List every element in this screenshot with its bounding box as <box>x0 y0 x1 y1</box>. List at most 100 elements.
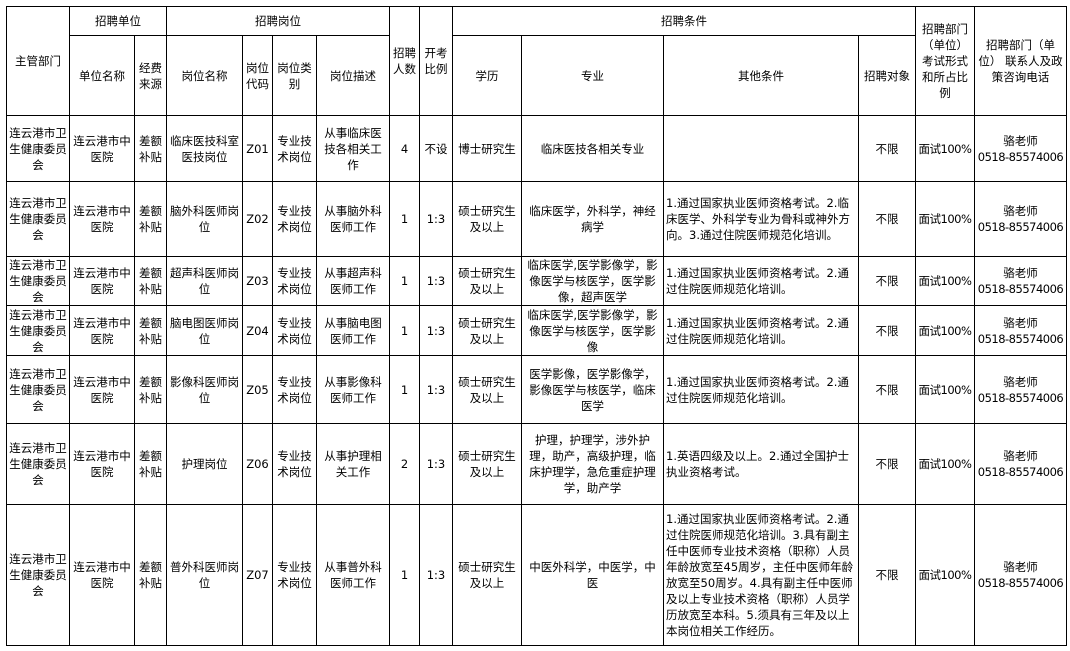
post-name-cell: 影像科医师岗位 <box>166 355 243 424</box>
ratio-cell: 1:3 <box>419 305 453 356</box>
contact-name: 骆老师 <box>1003 315 1038 330</box>
ratio-cell: 1:3 <box>419 355 453 424</box>
post-name-cell: 脑电图医师岗位 <box>166 305 243 356</box>
contact-name: 骆老师 <box>1003 266 1038 280</box>
exam-cell: 面试100% <box>915 115 975 182</box>
post-code-cell: Z05 <box>242 355 273 424</box>
ratio-cell: 1:3 <box>419 504 453 646</box>
contact-name: 骆老师 <box>1003 449 1038 463</box>
table-row: 连云港市卫生健康委员会 连云港市中医院 差额补贴 影像科医师岗位 Z05 专业技术岗位 从事… <box>6 355 1067 424</box>
exam-cell: 面试100% <box>915 256 975 306</box>
post-desc-cell: 从事护理相关工作 <box>316 423 390 505</box>
table-row: 连云港市卫生健康委员会 连云港市中医院 差额补贴 脑外科医师岗位 Z02 专业技术岗位 从事… <box>6 181 1067 257</box>
other-conditions-cell: 1.英语四级及以上。2.通过全国护士执业资格考试。 <box>663 423 859 505</box>
count-cell: 2 <box>389 423 420 505</box>
target-cell: 不限 <box>858 256 916 306</box>
dept-cell: 连云港市卫生健康委员会 <box>6 115 70 182</box>
major-cell: 中医外科学，中医学，中医 <box>521 504 664 646</box>
contact-cell: 骆老师 0518-85574006 <box>974 181 1067 257</box>
header-post-type: 岗位类别 <box>272 35 317 116</box>
header-unit-name: 单位名称 <box>69 35 135 116</box>
major-cell: 临床医学，外科学，神经病学 <box>521 181 664 257</box>
table-row: 连云港市卫生健康委员会 连云港市中医院 差额补贴 超声科医师岗位 Z03 专业技术岗位 从事… <box>6 256 1067 306</box>
funding-cell: 差额补贴 <box>134 115 167 182</box>
header-cond-group: 招聘条件 <box>452 6 916 36</box>
header-unit-group: 招聘单位 <box>69 6 167 36</box>
other-conditions-cell: 1.通过国家执业医师资格考试。2.通过住院医师规范化培训。3.具有副主任中医师专… <box>663 504 859 646</box>
contact-phone: 0518-85574006 <box>977 282 1064 296</box>
contact-phone: 0518-85574006 <box>977 390 1064 405</box>
funding-cell: 差额补贴 <box>134 305 167 356</box>
post-code-cell: Z06 <box>242 423 273 505</box>
education-cell: 硕士研究生及以上 <box>452 181 522 257</box>
header-contact: 招聘部门（单位） 联系人及政策咨询电话 <box>974 6 1067 116</box>
contact-cell: 骆老师 0518-85574006 <box>974 115 1067 182</box>
post-desc-cell: 从事脑外科医师工作 <box>316 181 390 257</box>
other-conditions-cell: 1.通过国家执业医师资格考试。2.通过住院医师规范化培训。 <box>663 256 859 306</box>
header-major: 专业 <box>521 35 664 116</box>
post-name-cell: 普外科医师岗位 <box>166 504 243 646</box>
header-post-code: 岗位代码 <box>242 35 273 116</box>
post-code-cell: Z04 <box>242 305 273 356</box>
education-cell: 硕士研究生及以上 <box>452 355 522 424</box>
header-post-desc: 岗位描述 <box>316 35 390 116</box>
unit-cell: 连云港市中医院 <box>69 504 135 646</box>
education-cell: 硕士研究生及以上 <box>452 256 522 306</box>
contact-phone: 0518-85574006 <box>977 465 1064 479</box>
header-ratio: 开考比例 <box>419 6 453 116</box>
post-type-cell: 专业技术岗位 <box>272 305 317 356</box>
exam-cell: 面试100% <box>915 355 975 424</box>
ratio-cell: 1:3 <box>419 423 453 505</box>
header-exam: 招聘部门（单位）考试形式和所占比例 <box>915 6 975 116</box>
other-conditions-cell: 1.通过国家执业医师资格考试。2.通过住院医师规范化培训。 <box>663 355 859 424</box>
other-conditions-cell: 1.通过国家执业医师资格考试。2.临床医学、外科学专业为骨科或神外方向。3.通过… <box>663 181 859 257</box>
post-name-cell: 超声科医师岗位 <box>166 256 243 306</box>
dept-cell: 连云港市卫生健康委员会 <box>6 504 70 646</box>
dept-cell: 连云港市卫生健康委员会 <box>6 256 70 306</box>
major-cell: 护理，护理学，涉外护理，助产，高级护理，临床护理学，急危重症护理学，助产学 <box>521 423 664 505</box>
dept-cell: 连云港市卫生健康委员会 <box>6 423 70 505</box>
funding-cell: 差额补贴 <box>134 423 167 505</box>
major-cell: 临床医技各相关专业 <box>521 115 664 182</box>
funding-cell: 差额补贴 <box>134 504 167 646</box>
post-code-cell: Z03 <box>242 256 273 306</box>
education-cell: 硕士研究生及以上 <box>452 504 522 646</box>
funding-cell: 差额补贴 <box>134 181 167 257</box>
post-type-cell: 专业技术岗位 <box>272 256 317 306</box>
header-other: 其他条件 <box>663 35 859 116</box>
dept-cell: 连云港市卫生健康委员会 <box>6 355 70 424</box>
count-cell: 1 <box>389 504 420 646</box>
unit-cell: 连云港市中医院 <box>69 115 135 182</box>
major-cell: 临床医学,医学影像学，影像医学与核医学，医学影像 <box>521 305 664 356</box>
unit-cell: 连云港市中医院 <box>69 256 135 306</box>
exam-cell: 面试100% <box>915 305 975 356</box>
header-target: 招聘对象 <box>858 35 916 116</box>
header-count: 招聘人数 <box>389 6 420 116</box>
other-conditions-cell <box>663 115 859 182</box>
contact-cell: 骆老师 0518-85574006 <box>974 504 1067 646</box>
target-cell: 不限 <box>858 504 916 646</box>
post-name-cell: 临床医技科室医技岗位 <box>166 115 243 182</box>
unit-cell: 连云港市中医院 <box>69 181 135 257</box>
unit-cell: 连云港市中医院 <box>69 423 135 505</box>
count-cell: 1 <box>389 181 420 257</box>
post-type-cell: 专业技术岗位 <box>272 355 317 424</box>
other-conditions-cell: 1.通过国家执业医师资格考试。2.通过住院医师规范化培训。 <box>663 305 859 356</box>
count-cell: 1 <box>389 256 420 306</box>
header-dept: 主管部门 <box>6 6 70 116</box>
unit-cell: 连云港市中医院 <box>69 305 135 356</box>
post-type-cell: 专业技术岗位 <box>272 504 317 646</box>
contact-cell: 骆老师 0518-85574006 <box>974 355 1067 424</box>
count-cell: 1 <box>389 305 420 356</box>
contact-phone: 0518-85574006 <box>977 220 1064 234</box>
count-cell: 4 <box>389 115 420 182</box>
dept-cell: 连云港市卫生健康委员会 <box>6 305 70 356</box>
post-type-cell: 专业技术岗位 <box>272 423 317 505</box>
contact-phone: 0518-85574006 <box>977 576 1064 590</box>
major-cell: 医学影像，医学影像学，影像医学与核医学，临床医学 <box>521 355 664 424</box>
recruitment-table: 主管部门 招聘单位 招聘岗位 招聘人数 开考比例 招聘条件 招聘部门（单位）考试… <box>6 6 1067 646</box>
target-cell: 不限 <box>858 181 916 257</box>
ratio-cell: 1:3 <box>419 256 453 306</box>
target-cell: 不限 <box>858 115 916 182</box>
education-cell: 硕士研究生及以上 <box>452 423 522 505</box>
